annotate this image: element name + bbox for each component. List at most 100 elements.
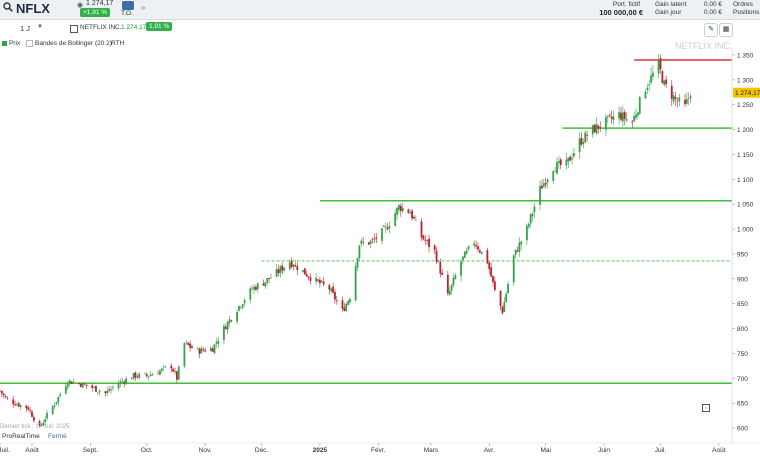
candle-up	[452, 277, 455, 286]
candle-down	[428, 238, 430, 248]
candle-down	[292, 265, 295, 267]
candle-up	[663, 80, 666, 86]
candle-down	[599, 127, 602, 128]
brand-logo: ProRealTime	[2, 433, 40, 440]
quote-icon: ◉	[77, 2, 84, 9]
x-tick-label: Août	[25, 447, 39, 454]
candle-down	[174, 371, 176, 372]
candle-down	[136, 376, 139, 378]
candle-down	[670, 85, 673, 99]
portfolio-value: 100 000,00 €	[599, 8, 643, 17]
candle-up	[275, 268, 278, 277]
candle-down	[541, 185, 543, 189]
candle-down	[580, 137, 583, 145]
candle-up	[19, 405, 22, 407]
candle-up	[358, 245, 361, 259]
candle-up	[46, 412, 48, 419]
legend-bollinger-label: Bandes de Bollinger (20 2)	[35, 40, 112, 48]
candle-up	[125, 378, 127, 385]
candle-up	[529, 214, 532, 224]
candle-up	[621, 112, 624, 122]
candle-down	[475, 245, 477, 247]
ticker-symbol[interactable]: NFLX	[16, 1, 50, 16]
calendar-icon[interactable]: ▦	[719, 23, 733, 37]
candle-down	[501, 306, 504, 314]
candle-up	[238, 305, 240, 311]
candle-up	[159, 370, 161, 375]
legend-bollinger[interactable]: Bandes de Bollinger (20 2)	[26, 40, 112, 47]
candle-down	[362, 242, 365, 243]
trading-order-label[interactable]: T.O.	[121, 10, 133, 17]
candle-up	[685, 99, 688, 104]
candle-down	[157, 373, 159, 375]
trading-order-icon[interactable]	[122, 1, 134, 10]
instrument-change-badge: 1,91 %	[146, 22, 173, 31]
candle-down	[78, 383, 80, 384]
candle-down	[499, 290, 502, 307]
candle-up	[503, 301, 506, 312]
candle-up	[119, 381, 122, 384]
instrument-price: 1 274,17	[121, 24, 147, 31]
search-icon[interactable]	[3, 2, 13, 12]
candle-up	[460, 261, 462, 276]
gain-latent-value: 0,00 €	[703, 1, 722, 8]
candle-down	[343, 307, 346, 311]
candle-down	[334, 291, 336, 300]
candle-down	[12, 399, 15, 405]
candle-up	[612, 116, 615, 121]
candle-up	[637, 112, 639, 116]
candle-down	[367, 242, 370, 245]
candle-down	[371, 239, 374, 240]
positions-link[interactable]: Positions	[733, 9, 760, 16]
candle-up	[678, 97, 681, 101]
x-tick-label: Mai	[540, 447, 550, 454]
current-price-tag: 1 274,17	[733, 87, 760, 98]
candle-down	[684, 99, 686, 104]
y-tick-label: 1 150	[737, 152, 754, 159]
candle-up	[302, 270, 304, 272]
y-axis: 1 350 1 300 1 250 1 200 1 150 1 100 1 050 1 000…	[731, 50, 754, 443]
candle-up	[525, 225, 528, 241]
candle-down	[586, 134, 589, 136]
period-selector[interactable]: 1 J	[20, 24, 31, 33]
candle-up	[283, 267, 286, 271]
candle-down	[488, 262, 491, 270]
expand-icon[interactable]: »	[141, 3, 146, 12]
candle-down	[420, 221, 423, 238]
legend-price-swatch	[2, 40, 7, 46]
y-tick-label: 600	[737, 426, 748, 433]
legend-price[interactable]: Prix	[2, 40, 20, 47]
candle-down	[104, 391, 107, 394]
y-tick-label: 800	[737, 326, 748, 333]
candle-up	[409, 212, 412, 214]
candle-down	[211, 348, 214, 352]
candle-up	[648, 84, 651, 86]
candle-down	[411, 210, 414, 219]
orders-link[interactable]: Ordres	[733, 1, 753, 8]
candle-up	[646, 87, 649, 90]
chevron-down-icon[interactable]: ▼	[37, 24, 43, 30]
candle-up	[345, 303, 348, 312]
info-icon[interactable]: i	[702, 404, 710, 412]
candle-down	[608, 114, 611, 116]
candle-up	[143, 373, 146, 374]
candle-down	[187, 342, 190, 345]
x-axis: Juil. Août Sept. Oct. Nov. Déc. 2025 Févr. Mars A…	[0, 442, 760, 454]
candlesticks	[0, 54, 692, 428]
y-tick-label: 1 100	[737, 177, 754, 184]
candle-down	[230, 320, 233, 321]
candle-up	[360, 240, 363, 244]
x-tick-label: Mars	[424, 447, 439, 454]
candle-up	[520, 241, 523, 245]
candle-up	[241, 304, 244, 308]
horizontal-levels	[0, 59, 732, 385]
candle-down	[2, 393, 5, 396]
wrench-icon[interactable]: ✎	[704, 23, 718, 37]
candle-down	[597, 125, 600, 129]
y-tick-label: 850	[737, 301, 748, 308]
legend-rth[interactable]: RTH	[111, 40, 124, 47]
instrument-icon	[70, 25, 78, 33]
candle-up	[591, 125, 594, 135]
candle-up	[638, 96, 641, 114]
